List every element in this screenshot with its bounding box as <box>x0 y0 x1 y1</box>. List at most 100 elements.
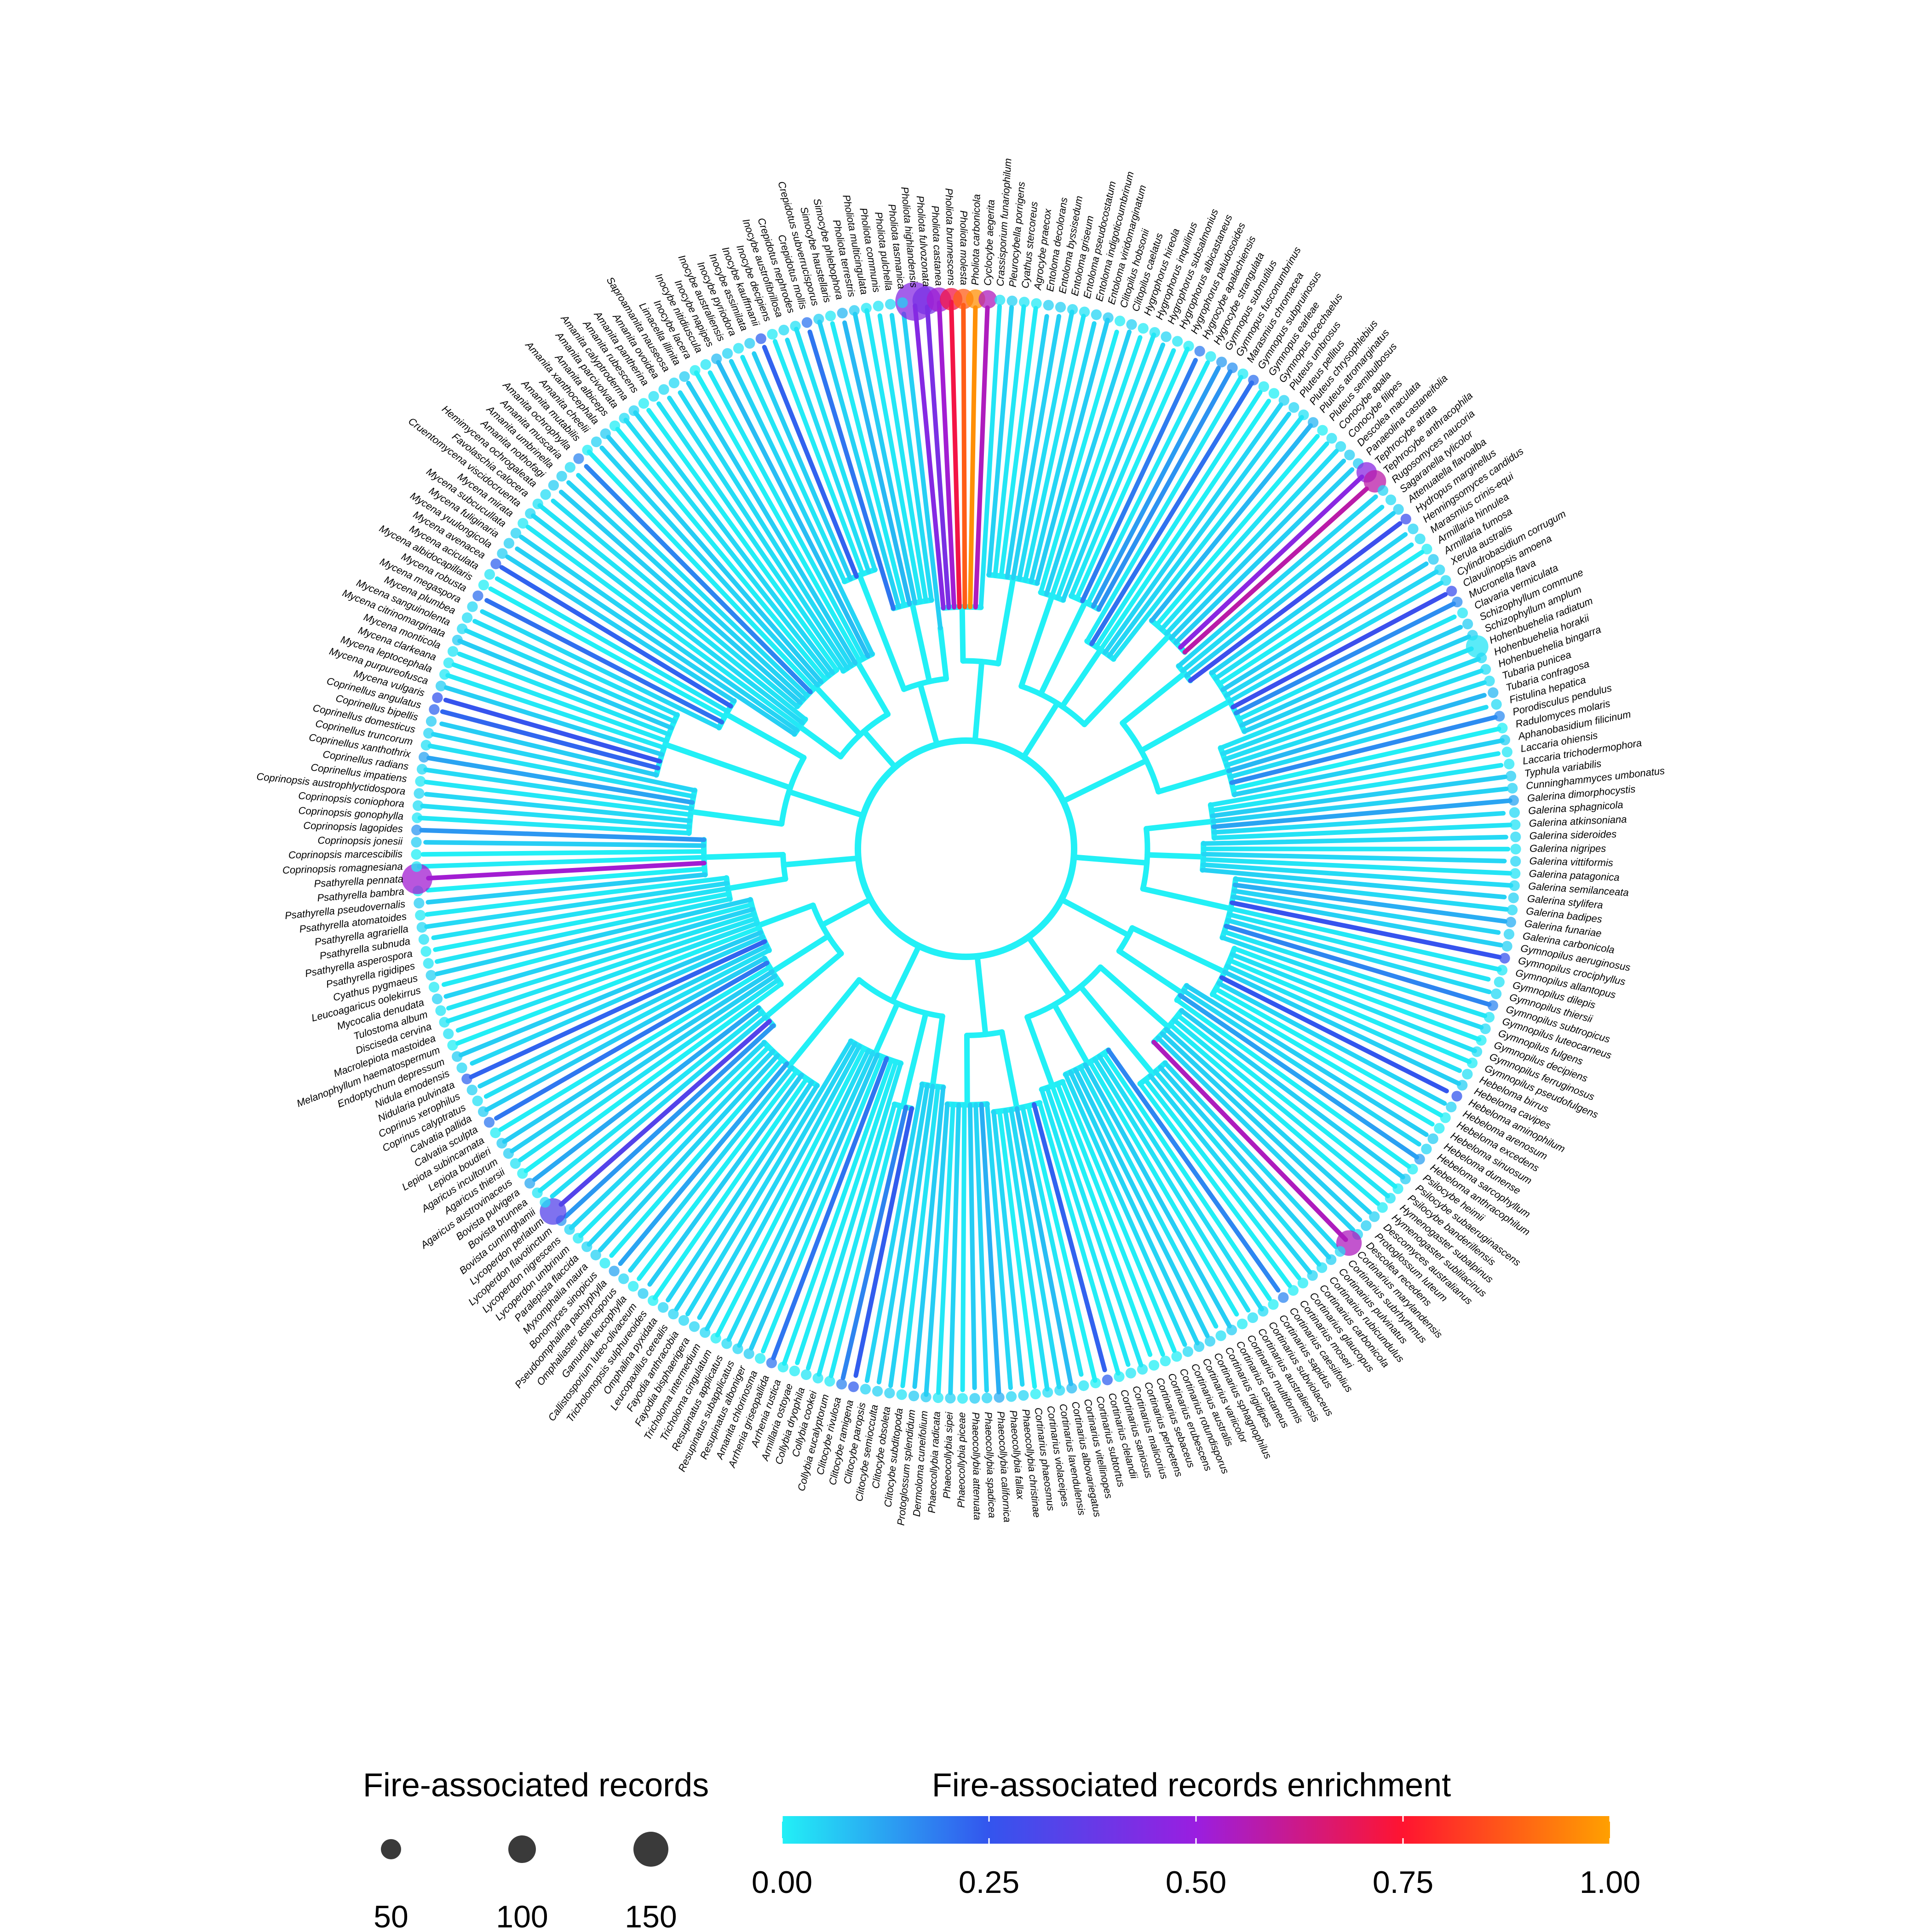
tip-point <box>1510 856 1521 867</box>
tip-point <box>884 1387 895 1399</box>
tip-branch <box>830 321 907 608</box>
tip-branch <box>1050 1083 1153 1357</box>
tip-point <box>744 338 755 349</box>
tip-point <box>517 1168 528 1179</box>
tip-point <box>1510 831 1521 842</box>
tip-branch <box>1061 342 1166 603</box>
tip-point <box>1288 1285 1299 1296</box>
tip-point <box>1466 1058 1478 1069</box>
tip-branch <box>480 609 722 730</box>
tip-branch <box>1209 532 1408 675</box>
tip-point <box>467 601 478 612</box>
branch <box>1140 886 1234 912</box>
tip-branch <box>817 319 901 610</box>
tip-point <box>1509 880 1520 891</box>
tip-point <box>1400 1173 1411 1184</box>
tip-branch <box>1086 360 1210 606</box>
tip-branch <box>502 969 775 1144</box>
branch <box>1144 852 1206 860</box>
tip-branch <box>1210 992 1435 1127</box>
branch <box>909 600 932 684</box>
branch <box>1018 683 1087 727</box>
branch <box>819 897 874 928</box>
tip-point <box>1182 1346 1194 1357</box>
tip-point <box>590 1249 601 1260</box>
tip-branch <box>551 498 799 709</box>
tip-point <box>1054 1385 1065 1396</box>
tip-point <box>897 297 908 308</box>
tip-branch <box>1236 614 1457 722</box>
tip-branch <box>1230 952 1477 1053</box>
tip-point <box>412 812 423 823</box>
branch <box>1059 647 1104 709</box>
tip-branch <box>1179 1008 1405 1179</box>
tip-branch <box>440 709 661 770</box>
tip-point <box>1268 1299 1279 1310</box>
tip-point <box>969 1393 980 1404</box>
tip-label: Galerina sideroides <box>1529 828 1616 841</box>
tip-branch <box>1159 441 1329 632</box>
tip-branch <box>537 1010 765 1193</box>
tip-branch <box>936 1102 955 1395</box>
tip-point <box>1503 929 1515 940</box>
tip-point <box>849 305 860 316</box>
tip-point <box>1457 1080 1468 1091</box>
tip-branch <box>729 359 875 656</box>
tip-branch <box>628 1065 794 1273</box>
tip-branch <box>457 651 672 737</box>
tip-point <box>1510 844 1521 855</box>
tip-point <box>1421 543 1432 555</box>
branch <box>861 728 898 770</box>
branch <box>813 684 863 738</box>
tip-point <box>1030 1388 1041 1400</box>
tip-branch <box>1218 646 1474 751</box>
tip-branch <box>1050 335 1143 598</box>
tip-point <box>443 1028 454 1039</box>
tip-point <box>1161 331 1172 342</box>
branch <box>901 676 949 692</box>
tip-branch <box>1063 1072 1187 1347</box>
tip-point <box>1006 1391 1017 1402</box>
tip-branch <box>431 732 697 793</box>
size-legend-dot <box>633 1832 668 1867</box>
tip-point <box>1361 1220 1372 1231</box>
branch <box>1129 925 1227 975</box>
tip-point <box>439 669 450 680</box>
tip-branch <box>1228 906 1502 972</box>
tip-point <box>497 548 508 559</box>
tip-branch <box>840 1104 908 1380</box>
tip-branch <box>949 299 962 610</box>
tip-point <box>778 324 789 336</box>
tip-point <box>1480 1023 1491 1035</box>
tip-point <box>1227 362 1238 374</box>
tip-branch <box>749 1052 880 1351</box>
tip-point <box>1369 1211 1380 1222</box>
tip-point <box>908 1390 920 1402</box>
tip-branch <box>1201 851 1507 863</box>
tip-point <box>1102 1374 1113 1386</box>
tip-branch <box>1092 1057 1251 1313</box>
tip-point <box>1507 782 1518 794</box>
branch <box>662 742 793 791</box>
tip-branch <box>1230 900 1502 960</box>
tip-branch <box>1239 625 1463 728</box>
tip-point <box>428 982 440 993</box>
tip-point <box>1078 1380 1089 1391</box>
tip-branch <box>1107 412 1292 658</box>
tip-branch <box>1212 822 1512 840</box>
tip-point <box>1148 1360 1160 1371</box>
tip-point <box>524 1178 535 1189</box>
tip-point <box>860 1384 871 1395</box>
tip-branch <box>1230 592 1448 710</box>
tip-branch <box>1029 321 1097 584</box>
tip-branch <box>578 1044 771 1238</box>
tip-point <box>872 1386 883 1397</box>
tip-branch <box>427 743 696 799</box>
tip-branch <box>1216 981 1447 1106</box>
tip-branch <box>488 586 727 719</box>
tip-branch <box>1173 467 1355 645</box>
tip-point <box>1421 1144 1432 1155</box>
tip-point <box>689 1321 700 1332</box>
tip-branch <box>1226 693 1487 774</box>
tip-branch <box>991 1110 1025 1387</box>
